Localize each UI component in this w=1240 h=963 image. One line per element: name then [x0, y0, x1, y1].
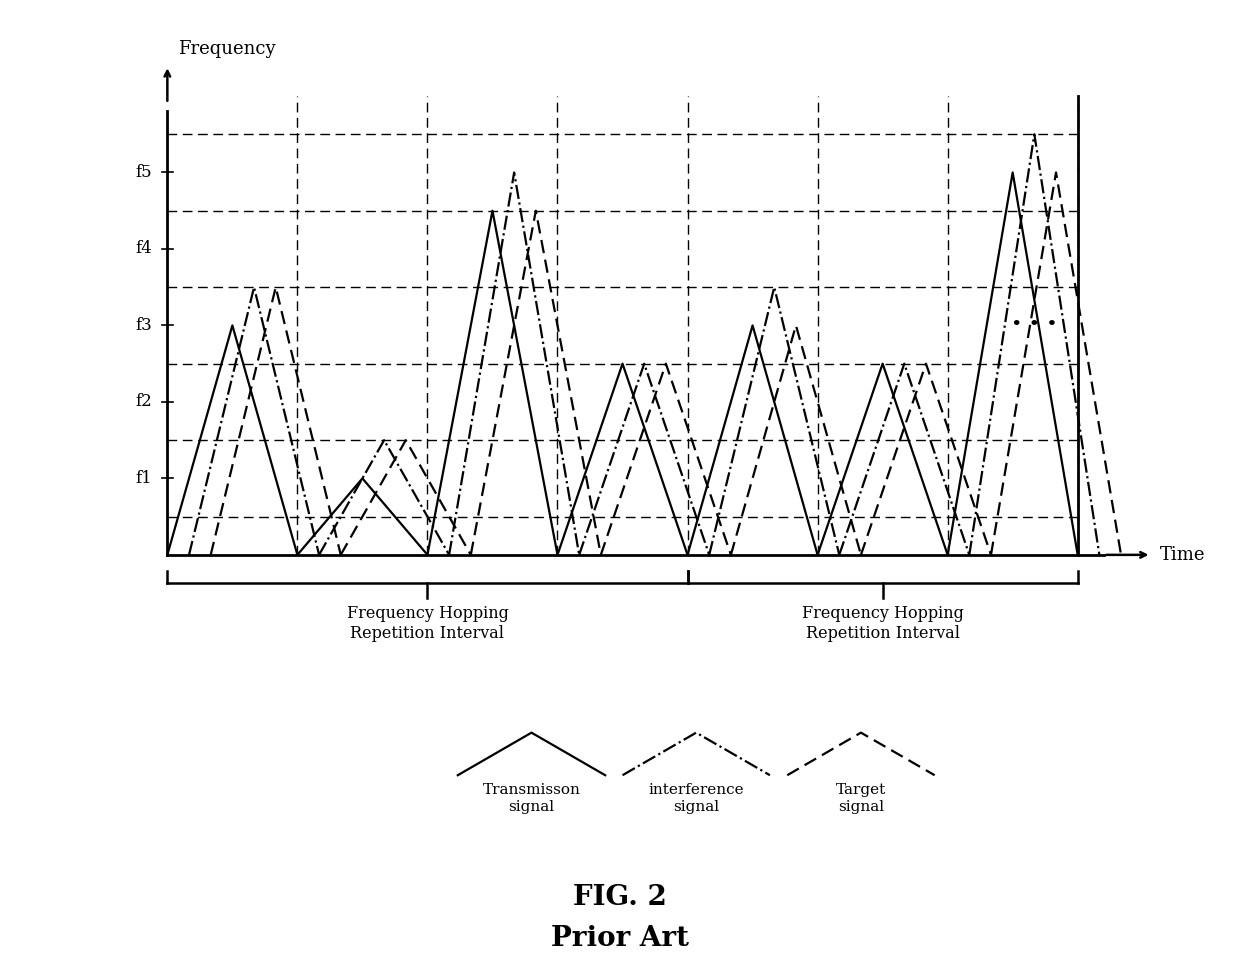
Text: interference
signal: interference signal [649, 784, 744, 814]
Text: Time: Time [1161, 546, 1205, 564]
Text: f2: f2 [135, 394, 151, 410]
Text: Prior Art: Prior Art [551, 925, 689, 952]
Text: f1: f1 [135, 470, 151, 487]
Text: f5: f5 [135, 164, 151, 181]
Text: • • •: • • • [1011, 317, 1058, 334]
Text: Transmisson
signal: Transmisson signal [482, 784, 580, 814]
Text: Frequency Hopping
Repetition Interval: Frequency Hopping Repetition Interval [346, 606, 508, 642]
Text: FIG. 2: FIG. 2 [573, 884, 667, 911]
Text: f3: f3 [135, 317, 151, 334]
Text: f4: f4 [135, 241, 151, 257]
Text: Frequency Hopping
Repetition Interval: Frequency Hopping Repetition Interval [802, 606, 963, 642]
Text: Frequency: Frequency [177, 39, 275, 58]
Text: Target
signal: Target signal [836, 784, 887, 814]
